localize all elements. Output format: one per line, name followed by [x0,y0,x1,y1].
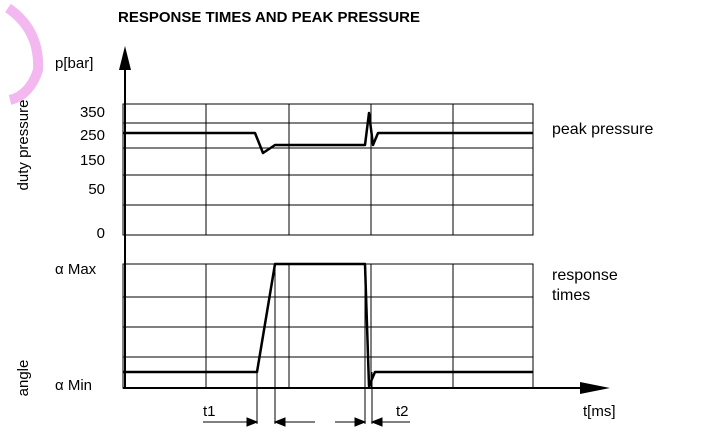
angle-grid [122,263,534,389]
pressure-axis-label: duty pressure [15,100,32,191]
watermark [5,3,44,105]
angle-curve-label: response [552,267,618,284]
pressure-tick: 350 [80,104,105,121]
pressure-tick: 50 [88,181,105,198]
pressure-unit: p[bar] [55,55,93,72]
pressure-tick: 150 [80,152,105,169]
y-arrow [119,46,131,70]
x-arrow [580,382,610,394]
pressure-tick: 0 [97,225,105,242]
angle-curve [123,262,533,388]
pressure-tick: 250 [80,127,105,144]
pressure-grid [122,103,534,236]
angle-axis-label: angle [15,360,32,397]
time-marker-label: t1 [203,403,216,420]
title: RESPONSE TIMES AND PEAK PRESSURE [118,9,420,26]
angle-curve-label: times [552,287,590,304]
pressure-curve-label: peak pressure [552,121,653,138]
time-marker-label: t2 [396,403,409,420]
time-markers [203,264,410,427]
angle-tick: α Max [55,261,97,278]
pressure-curve [123,111,533,155]
angle-tick: α Min [55,377,92,394]
time-axis-label: t[ms] [583,403,616,420]
